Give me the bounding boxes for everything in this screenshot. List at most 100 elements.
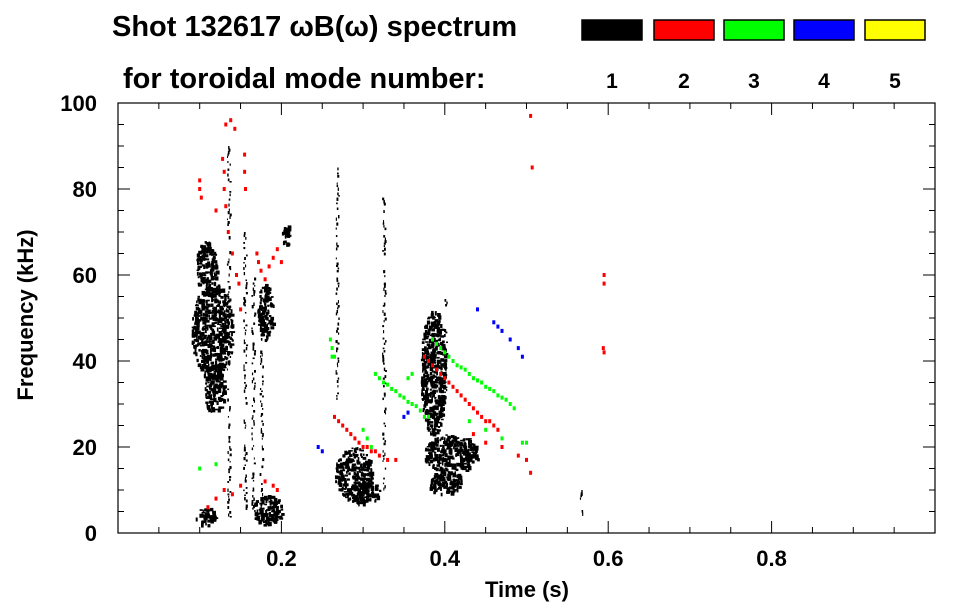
- data-point: [198, 301, 200, 305]
- data-point: [205, 393, 208, 397]
- data-point: [580, 495, 583, 498]
- data-point: [253, 290, 256, 294]
- data-point: [441, 398, 443, 402]
- data-point: [438, 482, 442, 487]
- x-tick-label: 0.6: [593, 546, 624, 571]
- data-point: [218, 364, 221, 369]
- data-point: [343, 484, 348, 487]
- data-point: [430, 445, 434, 448]
- data-point: [207, 509, 211, 511]
- data-point: [203, 335, 207, 340]
- data-point: [582, 512, 584, 516]
- data-point: [361, 502, 365, 505]
- data-point: [219, 380, 221, 383]
- data-point: [382, 460, 384, 462]
- data-point: [270, 316, 275, 321]
- data-point: [201, 520, 205, 524]
- data-point: [429, 316, 433, 319]
- data-point: [456, 482, 460, 485]
- data-point: [424, 371, 426, 375]
- series-1-blob-1: [191, 283, 236, 381]
- data-point: [206, 242, 211, 247]
- data-point: [284, 232, 289, 235]
- data-point: [525, 440, 528, 445]
- data-point: [244, 497, 246, 501]
- data-point: [191, 342, 194, 345]
- data-point: [441, 418, 444, 421]
- x-tick-label: 0.2: [266, 546, 297, 571]
- data-point: [429, 391, 434, 395]
- data-point: [208, 279, 212, 284]
- data-point: [335, 217, 337, 221]
- data-point: [516, 346, 520, 351]
- data-point: [260, 498, 262, 500]
- data-point: [206, 288, 211, 292]
- data-point: [336, 245, 339, 248]
- data-point: [431, 322, 436, 325]
- data-point: [335, 312, 338, 316]
- data-point: [243, 419, 245, 423]
- data-point: [365, 445, 369, 449]
- data-point: [434, 429, 439, 431]
- data-point: [245, 504, 248, 508]
- data-point: [227, 261, 230, 264]
- data-point: [227, 293, 229, 296]
- data-point: [259, 473, 262, 477]
- data-point: [337, 365, 339, 368]
- data-point: [350, 468, 354, 472]
- data-point: [264, 295, 267, 300]
- data-point: [370, 481, 374, 485]
- data-point: [229, 216, 231, 220]
- data-point: [364, 476, 366, 481]
- data-point: [229, 191, 232, 193]
- data-point: [451, 384, 455, 389]
- data-point: [459, 465, 462, 468]
- legend-label-2: 2: [678, 70, 690, 93]
- data-point: [423, 378, 428, 381]
- data-point: [442, 374, 446, 378]
- data-point: [243, 339, 245, 342]
- data-point: [356, 471, 359, 476]
- data-point: [196, 258, 201, 262]
- data-point: [466, 461, 471, 463]
- data-point: [229, 333, 231, 336]
- data-point: [208, 408, 212, 413]
- data-point: [425, 380, 429, 385]
- data-point: [422, 338, 426, 341]
- data-point: [269, 514, 273, 518]
- data-point: [382, 347, 385, 350]
- data-point: [433, 411, 437, 415]
- data-point: [207, 299, 210, 302]
- data-point: [374, 498, 377, 501]
- data-point: [206, 286, 210, 289]
- data-point: [452, 474, 457, 478]
- data-point: [367, 498, 371, 502]
- data-point: [438, 338, 441, 342]
- data-point: [339, 462, 344, 467]
- data-point: [216, 327, 219, 332]
- data-point: [470, 454, 474, 457]
- data-point: [445, 359, 447, 362]
- data-point: [424, 370, 427, 373]
- data-point: [443, 472, 447, 477]
- data-point: [384, 382, 387, 385]
- data-point: [245, 499, 248, 503]
- data-point: [276, 509, 279, 512]
- data-point: [231, 332, 233, 337]
- data-point: [337, 305, 340, 308]
- data-point: [337, 307, 339, 310]
- data-point: [437, 351, 442, 355]
- data-point: [449, 445, 453, 447]
- data-point: [261, 465, 264, 469]
- data-point: [214, 260, 218, 264]
- data-point: [281, 513, 285, 516]
- data-point: [252, 507, 254, 510]
- data-point: [259, 510, 262, 515]
- data-point: [200, 245, 202, 249]
- data-point: [373, 493, 377, 496]
- data-point: [344, 450, 348, 456]
- data-point: [245, 487, 248, 489]
- data-point: [268, 320, 272, 324]
- data-point: [204, 340, 208, 344]
- data-point: [227, 153, 229, 157]
